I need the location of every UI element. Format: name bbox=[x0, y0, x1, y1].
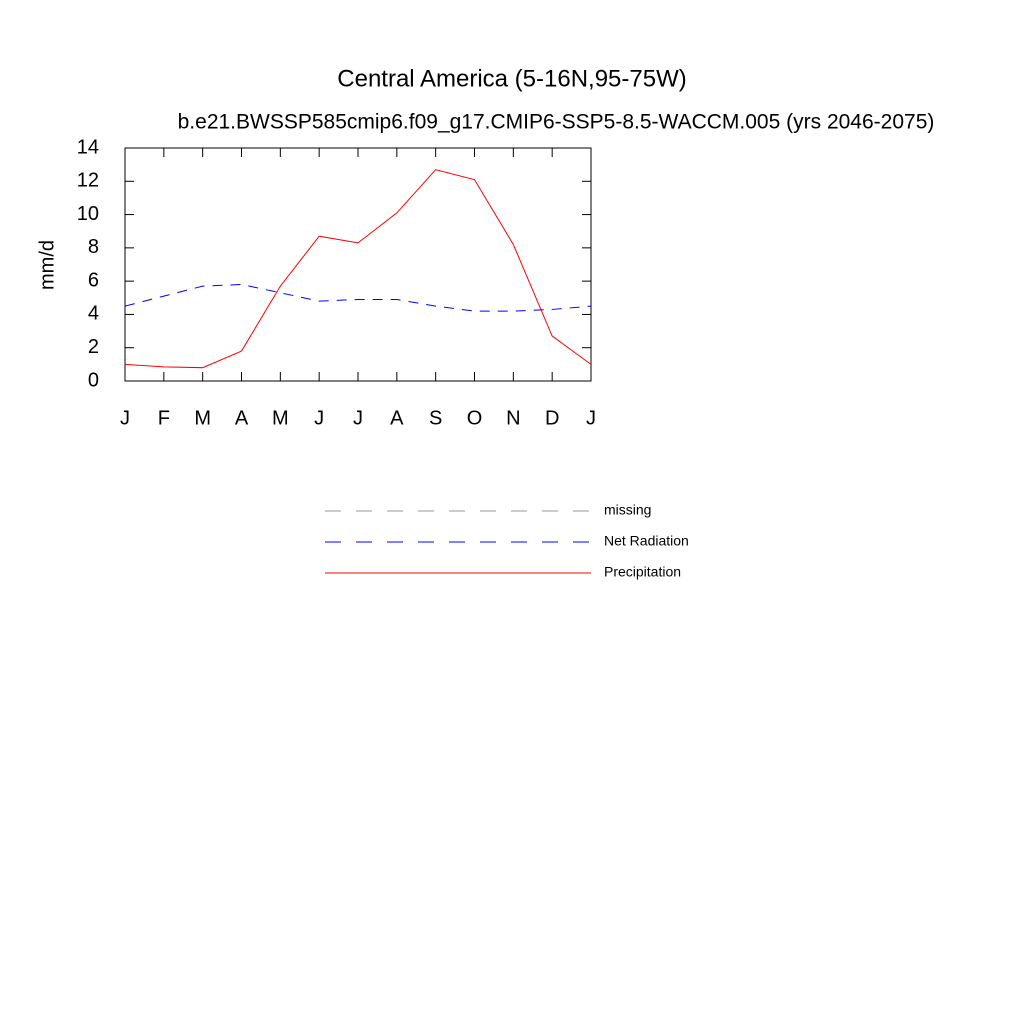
y-tick-label: 12 bbox=[77, 170, 99, 192]
x-tick-label: O bbox=[467, 407, 483, 429]
chart-subtitle: b.e21.BWSSP585cmip6.f09_g17.CMIP6-SSP5-8… bbox=[178, 111, 935, 134]
y-tick-label: 8 bbox=[88, 236, 99, 258]
x-tick-label: A bbox=[390, 407, 404, 429]
y-tick-label: 4 bbox=[88, 303, 99, 325]
series-line bbox=[124, 283, 592, 312]
x-tick-label: S bbox=[429, 407, 442, 429]
y-tick-label: 10 bbox=[77, 203, 99, 225]
x-tick-label: A bbox=[235, 407, 249, 429]
x-tick-label: J bbox=[586, 407, 596, 429]
x-tick-label: N bbox=[506, 407, 520, 429]
chart-title: Central America (5-16N,95-75W) bbox=[337, 65, 686, 92]
y-tick-label: 14 bbox=[77, 136, 99, 158]
y-tick-label: 6 bbox=[88, 269, 99, 291]
legend-label: Net Radiation bbox=[604, 533, 689, 549]
x-tick-label: J bbox=[314, 407, 324, 429]
y-tick-label: 2 bbox=[88, 336, 99, 358]
x-tick-label: D bbox=[545, 407, 559, 429]
x-tick-label: M bbox=[272, 407, 289, 429]
legend-label: Precipitation bbox=[604, 564, 681, 580]
y-axis-label: mm/d bbox=[36, 240, 58, 290]
y-tick-label: 0 bbox=[88, 369, 99, 391]
x-tick-label: M bbox=[194, 407, 211, 429]
plot-frame bbox=[124, 147, 592, 382]
x-tick-label: F bbox=[158, 407, 170, 429]
x-tick-label: J bbox=[120, 407, 130, 429]
x-tick-label: J bbox=[353, 407, 363, 429]
series-line bbox=[124, 169, 592, 369]
legend-label: missing bbox=[604, 502, 651, 518]
